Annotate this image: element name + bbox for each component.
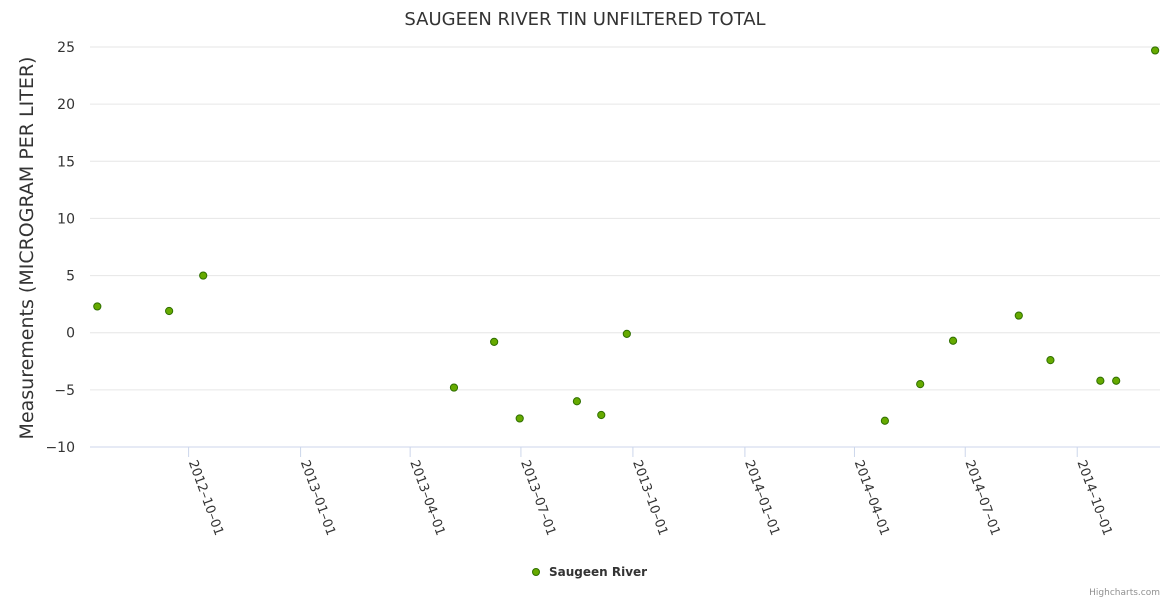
grid-lines xyxy=(90,46,1160,448)
data-point[interactable] xyxy=(1046,356,1055,365)
data-point[interactable] xyxy=(1112,376,1121,385)
data-point[interactable] xyxy=(916,380,925,389)
x-tick-label: 2013–07–01 xyxy=(517,458,558,538)
data-point[interactable] xyxy=(1096,376,1105,385)
y-axis-labels: −10 −5 0 5 10 15 20 25 xyxy=(45,40,75,456)
y-tick-label: 15 xyxy=(57,154,75,170)
y-tick-label: 20 xyxy=(57,97,75,113)
data-point[interactable] xyxy=(490,337,499,346)
y-tick-label: 0 xyxy=(66,326,75,342)
legend-item-saugeen-river[interactable]: Saugeen River xyxy=(549,565,647,579)
data-point[interactable] xyxy=(1014,311,1023,320)
data-point[interactable] xyxy=(572,397,582,406)
data-point[interactable] xyxy=(948,336,958,345)
x-tick-label: 2014–01–01 xyxy=(741,458,782,538)
data-point[interactable] xyxy=(622,329,631,338)
data-point[interactable] xyxy=(880,416,889,425)
y-tick-label: 10 xyxy=(57,211,75,227)
y-tick-label: −10 xyxy=(45,440,75,456)
data-point[interactable] xyxy=(449,383,459,392)
x-tick-label: 2013–04–01 xyxy=(406,458,447,538)
data-point[interactable] xyxy=(165,306,174,316)
y-axis-title: Measurements (MICROGRAM PER LITER) xyxy=(16,57,38,440)
x-tick-label: 2012–10–01 xyxy=(185,458,226,538)
legend[interactable]: Saugeen River xyxy=(532,565,648,579)
credits-link[interactable]: Highcharts.com xyxy=(1089,588,1160,598)
x-tick-label: 2013–01–01 xyxy=(297,458,338,538)
x-tick-label: 2014–07–01 xyxy=(961,458,1002,538)
chart-title: SAUGEEN RIVER TIN UNFILTERED TOTAL xyxy=(404,9,765,30)
x-tick-label: 2013–10–01 xyxy=(629,458,670,538)
data-points xyxy=(93,46,1160,425)
y-tick-label: −5 xyxy=(54,383,75,399)
y-tick-label: 25 xyxy=(57,40,75,56)
data-point[interactable] xyxy=(93,302,102,311)
x-tick-label: 2014–04–01 xyxy=(851,458,892,538)
x-tick-label: 2014–10–01 xyxy=(1073,458,1114,538)
data-point[interactable] xyxy=(1151,46,1160,55)
x-axis: 2012–10–01 2013–01–01 2013–04–01 2013–07–01… xyxy=(90,446,1160,538)
data-point[interactable] xyxy=(597,410,606,420)
data-point[interactable] xyxy=(199,271,208,280)
y-tick-label: 5 xyxy=(66,269,75,285)
legend-marker xyxy=(532,568,540,576)
data-point[interactable] xyxy=(515,414,524,423)
